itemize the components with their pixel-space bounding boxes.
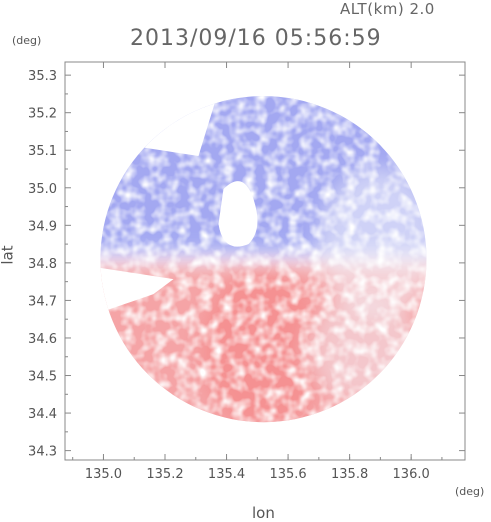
y-axis-unit: (deg) (12, 34, 42, 47)
no-echo-gap-0 (218, 181, 258, 247)
x-tick-label: 135.4 (208, 467, 245, 482)
y-tick-label: 34.3 (28, 445, 57, 460)
y-tick-label: 34.7 (28, 294, 57, 309)
coverage-disc (100, 96, 427, 423)
x-tick-label: 135.2 (146, 467, 183, 482)
y-tick-label: 35.0 (28, 182, 57, 197)
x-tick-label: 135.8 (331, 467, 368, 482)
velocity-field (100, 96, 427, 423)
y-tick-label: 34.6 (28, 332, 57, 347)
y-tick-label: 35.1 (28, 144, 57, 159)
y-tick-label: 34.9 (28, 219, 57, 234)
y-tick-label: 34.8 (28, 257, 57, 272)
no-echo-gap-1 (100, 267, 174, 315)
x-tick-label: 135.0 (85, 467, 122, 482)
axes: 135.0 135.2 135.4 135.6 135.8 136.0 34.3 34.4 34… (28, 61, 466, 482)
x-axis-unit: (deg) (455, 485, 485, 498)
y-tick-label: 35.2 (28, 107, 57, 122)
y-tick-label: 34.4 (28, 407, 57, 422)
x-tick-label: 136.0 (393, 467, 430, 482)
x-axis-label: lon (252, 504, 275, 522)
y-tick-label: 34.5 (28, 370, 57, 385)
plot-frame (64, 61, 466, 461)
speckle-texture (100, 96, 427, 423)
altitude-label: ALT(km) 2.0 (340, 0, 435, 18)
y-tick-label: 35.3 (28, 69, 57, 84)
chart-title: 2013/09/16 05:56:59 (130, 26, 382, 51)
x-tick-label: 135.6 (269, 467, 306, 482)
